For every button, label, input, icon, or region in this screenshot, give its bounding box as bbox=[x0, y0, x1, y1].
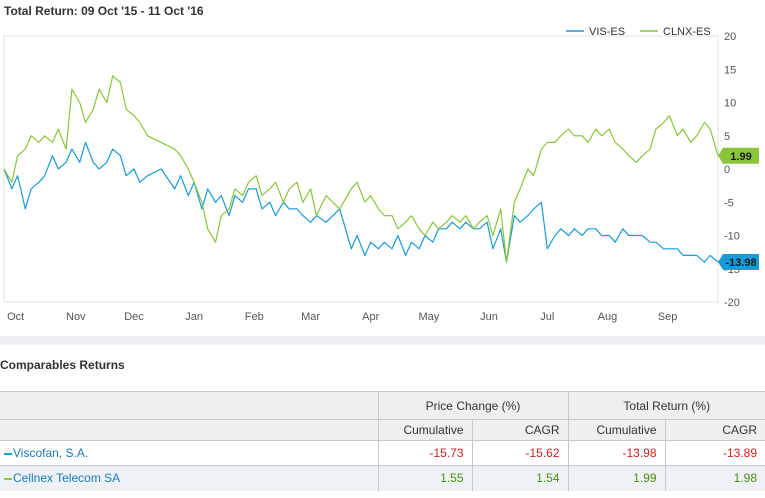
x-tick-label: Oct bbox=[7, 311, 24, 323]
table-header-blank bbox=[0, 419, 378, 441]
legend-label: CLNX-ES bbox=[663, 26, 711, 38]
series-line-vis-es bbox=[3, 141, 719, 263]
x-tick-label: Jun bbox=[480, 311, 498, 323]
company-label[interactable]: Cellnex Telecom SA bbox=[13, 471, 121, 486]
y-tick-label: -5 bbox=[724, 197, 734, 209]
chart: 20151050-5-10-15-20OctNovDecJanFebMarApr… bbox=[0, 26, 765, 345]
value-tag-label: 1.99 bbox=[730, 151, 751, 163]
section-divider bbox=[0, 336, 765, 345]
table-row: Cellnex Telecom SA 1.55 1.54 1.99 1.98 bbox=[0, 465, 765, 491]
company-name-viscofan[interactable]: Viscofan, S.A. bbox=[0, 441, 378, 466]
table-header-blank bbox=[0, 391, 378, 420]
x-tick-label: Jul bbox=[540, 311, 554, 323]
x-tick-label: Dec bbox=[124, 311, 144, 323]
series-swatch bbox=[4, 452, 12, 455]
table-cell: -15.62 bbox=[471, 440, 568, 466]
x-tick-label: May bbox=[419, 311, 440, 323]
price-cumulative-header: Cumulative bbox=[377, 419, 472, 441]
price-cagr-header: CAGR bbox=[471, 419, 568, 441]
total-return-header: Total Return (%) bbox=[567, 391, 765, 420]
series-line-clnx-es bbox=[3, 75, 719, 263]
table-cell: 1.55 bbox=[377, 465, 472, 491]
table-group-header-row: Price Change (%) Total Return (%) bbox=[0, 391, 765, 420]
value-tag-clnx-es bbox=[723, 147, 759, 164]
total-cagr-header: CAGR bbox=[664, 419, 765, 441]
y-tick-label: -10 bbox=[724, 231, 740, 243]
price-change-header: Price Change (%) bbox=[377, 391, 568, 420]
table-cell: -13.98 bbox=[567, 440, 665, 466]
x-tick-label: Aug bbox=[598, 311, 618, 323]
y-tick-label: -20 bbox=[724, 297, 740, 309]
value-tag-vis-es bbox=[723, 253, 759, 270]
x-tick-label: Nov bbox=[66, 311, 86, 323]
value-tag-pointer bbox=[718, 253, 723, 270]
series-swatch bbox=[4, 478, 12, 481]
x-tick-label: Apr bbox=[362, 311, 379, 323]
x-tick-label: Jan bbox=[185, 311, 203, 323]
table-cell: 1.99 bbox=[567, 465, 665, 491]
table-cell: 1.54 bbox=[471, 465, 568, 491]
comparables-table: Price Change (%) Total Return (%) Cumula… bbox=[0, 391, 765, 491]
y-tick-label: 15 bbox=[724, 64, 736, 76]
table-cell: -13.89 bbox=[664, 440, 765, 466]
y-tick-label: 10 bbox=[724, 98, 736, 110]
value-tag-pointer bbox=[718, 147, 723, 164]
table-sub-header-row: Cumulative CAGR Cumulative CAGR bbox=[0, 419, 765, 441]
company-name-cellnex[interactable]: Cellnex Telecom SA bbox=[0, 465, 378, 491]
y-tick-label: 5 bbox=[724, 131, 730, 143]
legend-label: VIS-ES bbox=[589, 26, 625, 38]
x-tick-label: Feb bbox=[245, 311, 264, 323]
x-tick-label: Mar bbox=[301, 311, 320, 323]
table-row: Viscofan, S.A. -15.73 -15.62 -13.98 -13.… bbox=[0, 440, 765, 466]
chart-title: Total Return: 09 Oct '15 - 11 Oct '16 bbox=[4, 4, 204, 18]
y-tick-label: 0 bbox=[724, 164, 730, 176]
comparables-title: Comparables Returns bbox=[0, 358, 125, 372]
plot-frame bbox=[3, 35, 719, 303]
value-tag-label: -13.98 bbox=[725, 257, 756, 269]
company-label[interactable]: Viscofan, S.A. bbox=[13, 446, 89, 460]
total-cumulative-header: Cumulative bbox=[567, 419, 665, 441]
y-tick-label: 20 bbox=[724, 31, 736, 43]
table-cell: 1.98 bbox=[664, 465, 765, 491]
x-tick-label: Sep bbox=[658, 311, 678, 323]
table-cell: -15.73 bbox=[377, 440, 472, 466]
